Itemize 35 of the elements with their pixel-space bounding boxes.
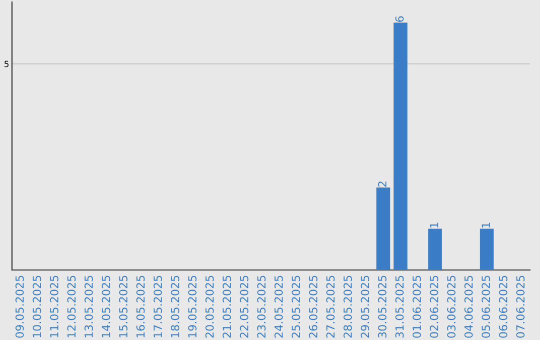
x-tick-label: 20.05.2025 bbox=[205, 276, 214, 338]
x-tick-label: 18.05.2025 bbox=[170, 276, 180, 338]
x-tick-label: 01.06.2025 bbox=[412, 276, 421, 338]
x-tick-label: 03.06.2025 bbox=[447, 276, 456, 338]
data-label: 1 bbox=[482, 222, 490, 228]
x-tick-label: 26.05.2025 bbox=[308, 276, 318, 338]
x-tick-label: 30.05.2025 bbox=[378, 276, 386, 338]
x-tick-label: 19.05.2025 bbox=[188, 276, 197, 338]
data-label: 6 bbox=[395, 16, 404, 22]
x-tick-label: 13.05.2025 bbox=[84, 276, 93, 338]
data-label: 1 bbox=[430, 222, 438, 228]
x-tick-label: 24.05.2025 bbox=[274, 276, 283, 338]
x-tick-label: 21.05.2025 bbox=[222, 276, 232, 338]
x-tick-label: 22.05.2025 bbox=[240, 276, 248, 338]
x-tick-label: 04.06.2025 bbox=[464, 276, 473, 338]
x-tick-label: 28.05.2025 bbox=[344, 276, 352, 338]
x-tick-label: 17.05.2025 bbox=[154, 276, 162, 338]
x-tick-label: 16.05.2025 bbox=[136, 276, 145, 338]
x-tick-label: 12.05.2025 bbox=[67, 276, 76, 338]
y-tick-label: 5 bbox=[4, 60, 8, 68]
x-tick-label: 31.05.2025 bbox=[395, 276, 404, 338]
x-tick-label: 11.05.2025 bbox=[50, 276, 58, 338]
x-tick-label: 02.06.2025 bbox=[430, 276, 438, 338]
x-tick-label: 06.06.2025 bbox=[498, 276, 508, 338]
x-tick-label: 05.06.2025 bbox=[482, 276, 490, 338]
x-tick-label: 09.05.2025 bbox=[15, 276, 24, 338]
x-tick-label: 15.05.2025 bbox=[119, 276, 128, 338]
data-label: 2 bbox=[378, 182, 386, 187]
x-tick-label: 10.05.2025 bbox=[32, 276, 42, 338]
x-tick-label: 14.05.2025 bbox=[102, 276, 110, 338]
x-tick-label: 29.05.2025 bbox=[360, 276, 370, 338]
x-tick-label: 25.05.2025 bbox=[292, 276, 300, 338]
x-tick-label: 23.05.2025 bbox=[257, 276, 266, 338]
x-tick-label: 27.05.2025 bbox=[326, 276, 335, 338]
x-tick-label: 07.06.2025 bbox=[516, 276, 525, 338]
